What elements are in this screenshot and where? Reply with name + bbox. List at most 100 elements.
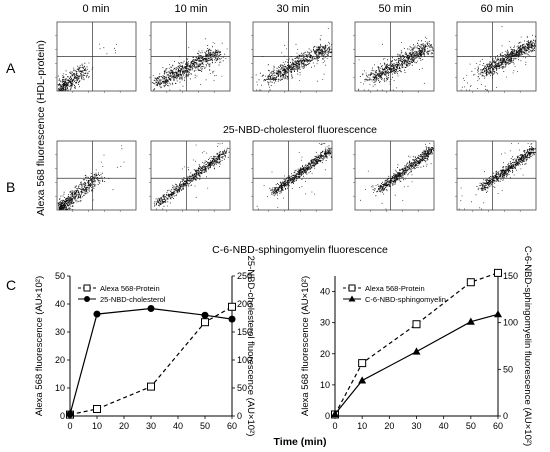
scatter-a-2-events <box>255 28 332 91</box>
legend-label: 25-NBD-cholesterol <box>100 295 166 304</box>
scatter-a-4 <box>455 21 537 93</box>
y-right-tick-label: 150 <box>503 271 518 281</box>
y-right-axis-label: C-6-NBD-sphingomyelin fluorescence (AU×1… <box>522 246 533 446</box>
data-point-1-4 <box>494 310 502 318</box>
x-tick-label: 40 <box>173 421 183 431</box>
chart-c-left: 0 10 20 30 40 50 6001020304050050100150200250A… <box>34 256 256 437</box>
x-tick-label: 30 <box>146 421 156 431</box>
series-1 <box>66 304 236 418</box>
row-b-xlabel: C-6-NBD-sphingomyelin fluorescence <box>212 244 388 256</box>
scatter-a-4-events <box>460 26 536 91</box>
legend-marker <box>84 296 90 302</box>
data-point-1-1 <box>93 310 101 318</box>
data-point-1-0 <box>331 409 339 418</box>
y-tick-label: 50 <box>55 271 65 281</box>
data-point-1-4 <box>228 315 236 323</box>
time-label-10: 10 min <box>174 3 207 15</box>
y-tick-label: 30 <box>55 327 65 337</box>
time-axis-label: Time (min) <box>274 436 327 448</box>
data-point-0-1 <box>93 405 101 413</box>
y-right-tick-label: 50 <box>503 364 513 374</box>
time-label-50: 50 min <box>378 3 411 15</box>
data-point-1-3 <box>466 317 475 325</box>
scatter-row-b <box>55 140 537 212</box>
y-axis-label: Alexa 568 fluorescence (AU×10²) <box>34 276 45 416</box>
y-right-tick-label: 0 <box>503 411 508 421</box>
scatter-b-3-events <box>360 143 435 210</box>
scatter-row-a <box>55 21 537 93</box>
scatter-b-4-events <box>458 143 537 210</box>
y-tick-label: 0 <box>325 411 330 421</box>
series-0 <box>66 302 236 419</box>
panel-letter-b: B <box>6 179 15 195</box>
y-tick-label: 20 <box>55 355 65 365</box>
x-tick-label: 10 <box>92 421 102 431</box>
scatter-a-3 <box>353 21 435 93</box>
y-tick-label: 20 <box>320 349 330 359</box>
y-tick-label: 10 <box>320 380 330 390</box>
y-right-axis-label: 25-NBD-cholesterol fluorescence (AU×10²) <box>245 256 256 437</box>
legend-label: C-6-NBD-sphingomyelin <box>365 295 446 304</box>
data-point-0-2 <box>412 320 421 329</box>
shared-ylabel: Alexa 568 fluorescence (HDL-protein) <box>35 40 47 216</box>
scatter-a-1 <box>149 21 231 93</box>
column-titles: 0 min 10 min 30 min 50 min 60 min <box>83 3 514 15</box>
x-tick-label: 50 <box>200 421 210 431</box>
legend-entry-0: Alexa 568-Protein <box>343 284 425 293</box>
scatter-b-0 <box>55 140 137 212</box>
legend-marker <box>348 295 356 302</box>
x-tick-label: 40 <box>439 421 449 431</box>
x-tick-label: 0 <box>67 421 72 431</box>
legend-entry-1: 25-NBD-cholesterol <box>78 295 166 304</box>
row-a-xlabel: 25-NBD-cholesterol fluorescence <box>223 124 377 136</box>
y-right-tick-label: 200 <box>237 299 252 309</box>
data-point-0-3 <box>201 318 209 327</box>
scatter-b-0-events <box>57 145 125 211</box>
series-1 <box>331 310 502 418</box>
y-tick-label: 0 <box>60 411 65 421</box>
x-tick-label: 20 <box>384 421 394 431</box>
legend-entry-1: C-6-NBD-sphingomyelin <box>343 295 446 304</box>
time-label-30: 30 min <box>276 3 309 15</box>
y-right-tick-label: 250 <box>237 271 252 281</box>
y-axis-label: Alexa 568 fluorescence (AU×10²) <box>300 276 311 416</box>
scatter-b-4 <box>455 140 537 212</box>
data-point-1-2 <box>412 347 421 355</box>
data-point-0-1 <box>358 359 367 368</box>
legend-marker <box>348 284 356 292</box>
y-right-tick-label: 150 <box>237 327 252 337</box>
panel-letter-c: C <box>6 277 16 293</box>
x-tick-label: 10 <box>357 421 367 431</box>
scatter-a-1-events <box>151 38 228 91</box>
x-tick-label: 60 <box>227 421 237 431</box>
scatter-b-2 <box>251 140 333 212</box>
legend-label: Alexa 568-Protein <box>100 284 160 293</box>
data-point-1-3 <box>201 311 209 319</box>
panel-letter-a: A <box>6 60 16 76</box>
data-point-1-2 <box>147 304 155 312</box>
scatter-a-2 <box>251 21 333 93</box>
scatter-a-3-events <box>358 36 434 91</box>
y-right-tick-label: 50 <box>237 383 247 393</box>
y-tick-label: 30 <box>320 318 330 328</box>
y-tick-label: 40 <box>55 299 65 309</box>
x-tick-label: 0 <box>332 421 337 431</box>
data-point-0-2 <box>147 382 155 391</box>
y-tick-label: 40 <box>320 287 330 297</box>
legend-label: Alexa 568-Protein <box>365 284 425 293</box>
y-right-tick-label: 100 <box>237 355 252 365</box>
data-point-0-3 <box>466 278 475 287</box>
scatter-b-1-events <box>153 143 230 210</box>
time-label-0: 0 min <box>83 3 110 15</box>
scatter-b-2-events <box>256 143 332 210</box>
y-tick-label: 10 <box>55 383 65 393</box>
legend-entry-0: Alexa 568-Protein <box>78 284 160 293</box>
scatter-b-3 <box>353 140 435 212</box>
y-right-tick-label: 0 <box>237 411 242 421</box>
x-tick-label: 30 <box>411 421 421 431</box>
x-tick-label: 20 <box>119 421 129 431</box>
scatter-a-0-events <box>57 43 117 92</box>
x-tick-label: 50 <box>466 421 476 431</box>
